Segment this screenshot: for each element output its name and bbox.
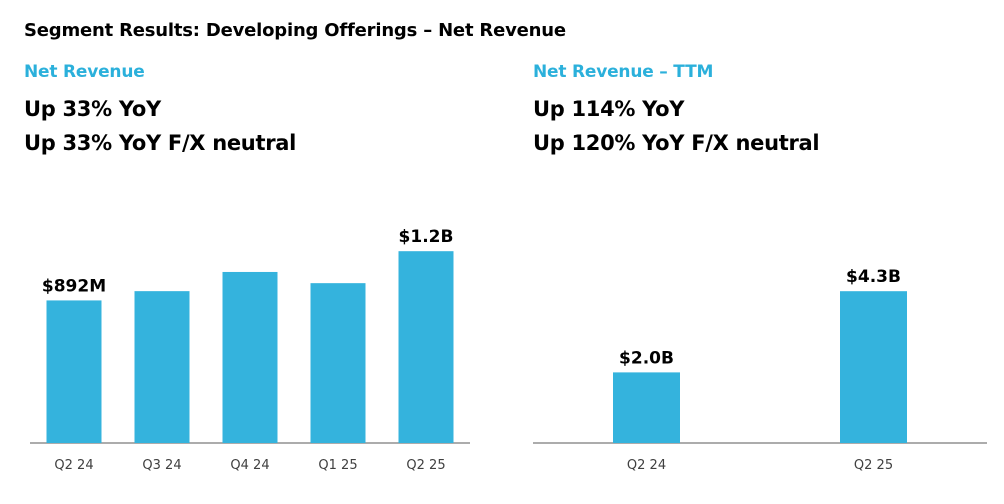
right-panel-heading: Net Revenue – TTM <box>533 62 714 82</box>
left-chart-bar-0 <box>46 300 102 443</box>
left-chart-bar-4 <box>398 251 454 443</box>
right-stat-yoy: Up 114% YoY <box>533 97 685 121</box>
right-chart-bar-0 <box>613 372 680 443</box>
left-chart-bar-1 <box>134 291 190 443</box>
left-panel-heading: Net Revenue <box>24 62 145 82</box>
right-stat-fx-neutral: Up 120% YoY F/X neutral <box>533 131 820 155</box>
left-stat-fx-neutral: Up 33% YoY F/X neutral <box>24 131 297 155</box>
right-chart-tick-label-0: Q2 24 <box>627 458 666 473</box>
left-chart-data-label-4: $1.2B <box>399 227 454 247</box>
left-chart-bar-2 <box>222 271 278 443</box>
right-chart-data-label-1: $4.3B <box>846 267 901 287</box>
left-chart-tick-label-0: Q2 24 <box>54 458 93 473</box>
left-chart-tick-label-2: Q4 24 <box>230 458 269 473</box>
left-chart-tick-label-1: Q3 24 <box>142 458 181 473</box>
right-chart-data-label-0: $2.0B <box>619 348 674 368</box>
right-chart-bar-1 <box>840 291 907 443</box>
left-chart-bar-3 <box>310 283 366 443</box>
left-chart-tick-label-4: Q2 25 <box>406 458 445 473</box>
left-stat-yoy: Up 33% YoY <box>24 97 161 121</box>
right-chart-tick-label-1: Q2 25 <box>854 458 893 473</box>
slide-title: Segment Results: Developing Offerings – … <box>24 20 566 41</box>
left-chart-data-label-0: $892M <box>42 276 106 296</box>
left-chart-tick-label-3: Q1 25 <box>318 458 357 473</box>
